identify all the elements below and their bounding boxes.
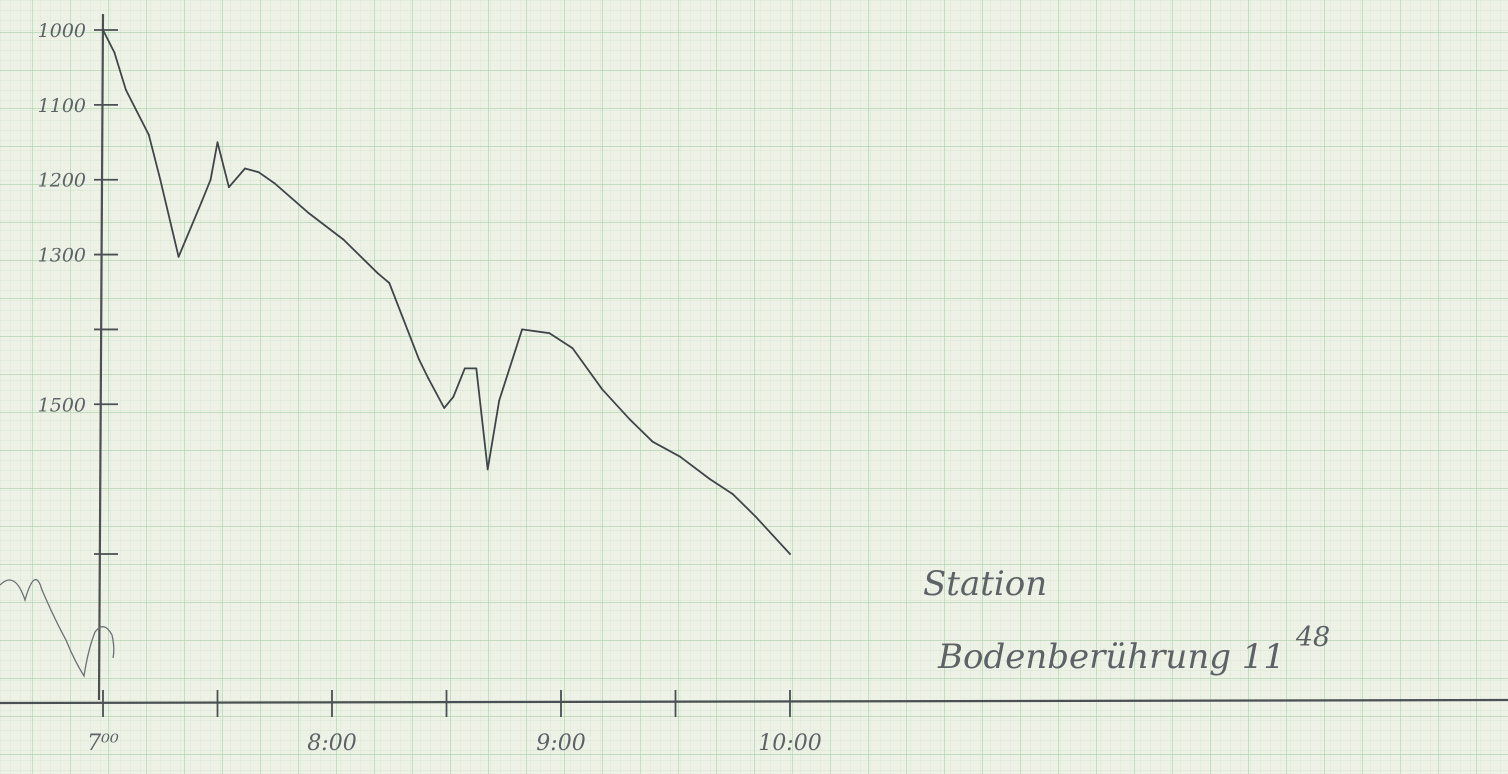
data-point — [679, 455, 681, 458]
data-point — [601, 388, 604, 391]
data-point — [125, 88, 127, 91]
y-tick-label: 1300 — [38, 245, 86, 267]
data-point — [257, 171, 260, 174]
data-point — [200, 201, 203, 204]
data-point — [308, 212, 310, 215]
data-point — [427, 377, 430, 379]
y-tick-label: 1000 — [38, 20, 86, 42]
data-point — [177, 255, 180, 258]
data-point — [342, 238, 345, 241]
x-ticks: 7⁰⁰ 8:00 9:00 10:00 — [87, 690, 822, 756]
data-point — [443, 407, 446, 409]
data-point — [228, 186, 230, 189]
x-tick-label: 7⁰⁰ — [87, 731, 119, 756]
data-point — [475, 367, 478, 370]
data-point — [548, 332, 551, 335]
note-ground-contact-main: Bodenberührung 11 — [937, 637, 1285, 677]
y-ticks: 1000 1100 1200 1300 1500 — [38, 20, 118, 555]
altitude-series-line — [102, 29, 791, 555]
data-point — [376, 272, 379, 275]
data-point — [651, 440, 654, 443]
data-point — [209, 178, 212, 181]
data-point — [147, 133, 150, 136]
x-tick-label: 8:00 — [307, 731, 356, 756]
data-point — [754, 515, 757, 518]
leftover-scribble — [0, 579, 115, 678]
y-tick-label: 1500 — [38, 394, 86, 416]
data-point — [789, 553, 791, 555]
data-point — [452, 395, 455, 398]
x-tick-label: 9:00 — [536, 731, 585, 756]
x-axis — [0, 698, 1508, 705]
data-point — [216, 141, 219, 144]
data-point — [159, 178, 162, 181]
data-point — [102, 29, 104, 31]
y-axis — [97, 13, 105, 701]
data-point — [486, 468, 489, 471]
data-point — [273, 182, 276, 185]
x-tick-label: 10:00 — [758, 731, 821, 756]
data-point — [731, 493, 734, 496]
data-point — [498, 399, 501, 402]
y-tick-label: 1100 — [38, 95, 86, 117]
data-point — [244, 167, 246, 170]
data-point — [113, 51, 116, 54]
data-point — [388, 282, 391, 284]
data-point — [571, 347, 574, 350]
note-ground-contact: Bodenberührung 11 48 — [937, 622, 1330, 677]
note-station: Station — [923, 564, 1047, 604]
data-point — [628, 418, 631, 421]
data-point — [463, 367, 466, 370]
series-points — [102, 29, 791, 555]
data-point — [708, 478, 711, 481]
data-point — [418, 358, 420, 361]
note-ground-contact-minute: 48 — [1295, 622, 1330, 653]
data-point — [521, 328, 523, 331]
y-tick-label: 1200 — [38, 170, 86, 192]
